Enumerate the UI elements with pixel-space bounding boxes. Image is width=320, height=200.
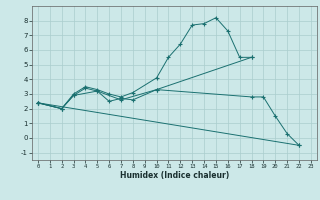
X-axis label: Humidex (Indice chaleur): Humidex (Indice chaleur) <box>120 171 229 180</box>
